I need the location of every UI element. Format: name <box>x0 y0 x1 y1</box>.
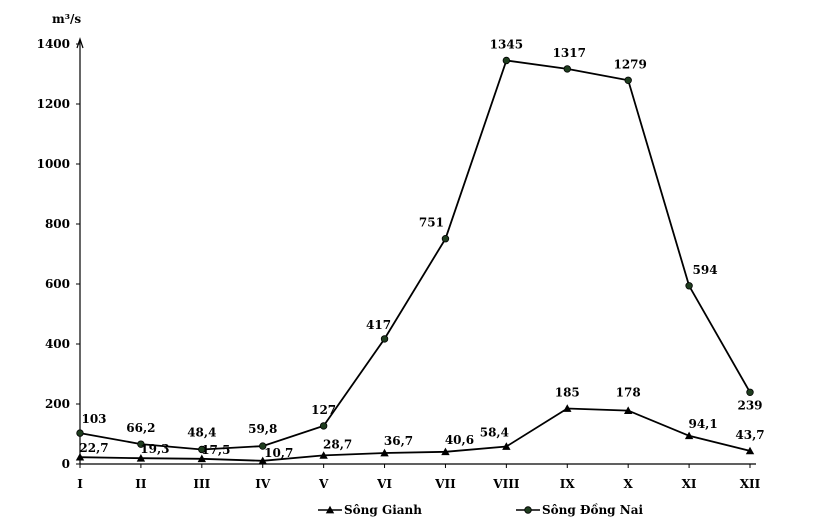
song-dong-nai-data-label: 48,4 <box>187 425 216 439</box>
y-tick-label: 1400 <box>37 37 70 51</box>
data-labels: 22,7 19,3 17,5 10,7 28,7 36,7 40,6 58,4 185 178 94… <box>79 38 764 460</box>
legend-song-dong-nai-label: Sông Đồng Nai <box>542 502 643 517</box>
y-axis-arrow <box>76 37 84 49</box>
song-dong-nai-data-label: 103 <box>81 412 106 426</box>
x-tick-label: IX <box>560 477 576 491</box>
x-tick-label: I <box>77 477 83 491</box>
song-dong-nai-marker <box>502 56 511 65</box>
y-tick-label: 600 <box>45 277 70 291</box>
x-tick-label: VI <box>376 477 392 491</box>
song-gianh-data-label: 22,7 <box>79 441 108 455</box>
song-gianh-marker <box>502 442 511 450</box>
song-dong-nai-marker <box>137 440 145 448</box>
song-gianh-data-label: 36,7 <box>384 434 413 448</box>
song-dong-nai-data-label: 66,2 <box>126 421 155 435</box>
song-dong-nai-data-label: 1317 <box>553 46 586 60</box>
x-tick-label: V <box>318 477 329 491</box>
song-gianh-marker <box>684 431 694 440</box>
x-tick-label: IV <box>255 477 271 491</box>
song-dong-nai-marker <box>563 65 571 73</box>
x-tick-label: VIII <box>492 477 520 491</box>
song-dong-nai-marker <box>198 445 206 454</box>
song-gianh-marker <box>75 452 85 461</box>
song-dong-nai-data-label: 417 <box>366 318 391 332</box>
song-gianh-data-label: 58,4 <box>480 425 509 439</box>
song-gianh-marker <box>441 447 450 456</box>
song-gianh-data-label: 185 <box>555 386 580 400</box>
y-tick-label: 0 <box>62 457 70 471</box>
song-gianh-data-label: 178 <box>616 386 641 400</box>
song-dong-nai-marker <box>746 388 754 396</box>
legend-song-dong-nai-marker <box>524 506 532 514</box>
x-tick-label: III <box>193 477 210 491</box>
y-tick-label: 1000 <box>37 157 70 171</box>
legend-song-gianh-marker <box>325 505 335 514</box>
song-gianh-data-label: 94,1 <box>688 417 717 431</box>
song-gianh-marker <box>258 456 267 465</box>
song-gianh-data-label: 17,5 <box>201 443 230 457</box>
song-dong-nai-marker <box>259 442 267 450</box>
song-gianh-marker <box>745 446 755 455</box>
legend: Sông Gianh Sông Đồng Nai <box>318 502 643 517</box>
x-tick-label: VII <box>434 477 456 491</box>
x-tick-label: XII <box>740 477 761 491</box>
song-dong-nai-marker <box>380 335 389 343</box>
song-gianh-marker <box>319 451 328 459</box>
song-dong-nai-marker <box>319 422 328 430</box>
song-dong-nai-data-label: 594 <box>693 263 718 277</box>
song-gianh-data-label: 28,7 <box>323 437 352 451</box>
y-tick-label: 800 <box>45 217 70 231</box>
legend-song-gianh-label: Sông Gianh <box>344 503 422 517</box>
song-gianh-marker <box>136 454 146 462</box>
song-dong-nai-data-label: 127 <box>311 403 336 417</box>
x-tick-label: X <box>624 477 634 491</box>
song-gianh-marker <box>197 454 207 463</box>
song-gianh-marker <box>623 406 633 414</box>
song-gianh-marker <box>563 404 572 412</box>
song-dong-nai-data-label: 751 <box>419 216 444 230</box>
song-gianh-marker <box>380 448 389 457</box>
song-dong-nai-data-label: 1279 <box>613 57 646 71</box>
song-dong-nai-marker <box>624 76 632 84</box>
song-dong-nai-line <box>79 59 751 451</box>
song-gianh-data-label: 19,3 <box>140 442 169 456</box>
x-tick-label: XI <box>682 477 697 491</box>
song-dong-nai-marker <box>76 429 84 437</box>
song-dong-nai-data-label: 59,8 <box>248 422 277 436</box>
x-tick-label: II <box>135 477 147 491</box>
song-dong-nai-data-label: 239 <box>737 398 762 412</box>
series-layer <box>75 56 755 465</box>
y-tick-label: 200 <box>45 397 70 411</box>
y-axis-unit: m³/s <box>52 12 81 26</box>
song-gianh-data-label: 10,7 <box>264 446 293 460</box>
y-tick-label: 400 <box>45 337 70 351</box>
song-dong-nai-data-label: 1345 <box>490 38 523 52</box>
song-gianh-data-label: 43,7 <box>735 428 764 442</box>
song-gianh-line <box>79 407 751 462</box>
song-dong-nai-marker <box>685 282 693 290</box>
y-tick-label: 1200 <box>37 97 70 111</box>
song-gianh-data-label: 40,6 <box>445 433 474 447</box>
song-dong-nai-marker <box>441 234 450 243</box>
